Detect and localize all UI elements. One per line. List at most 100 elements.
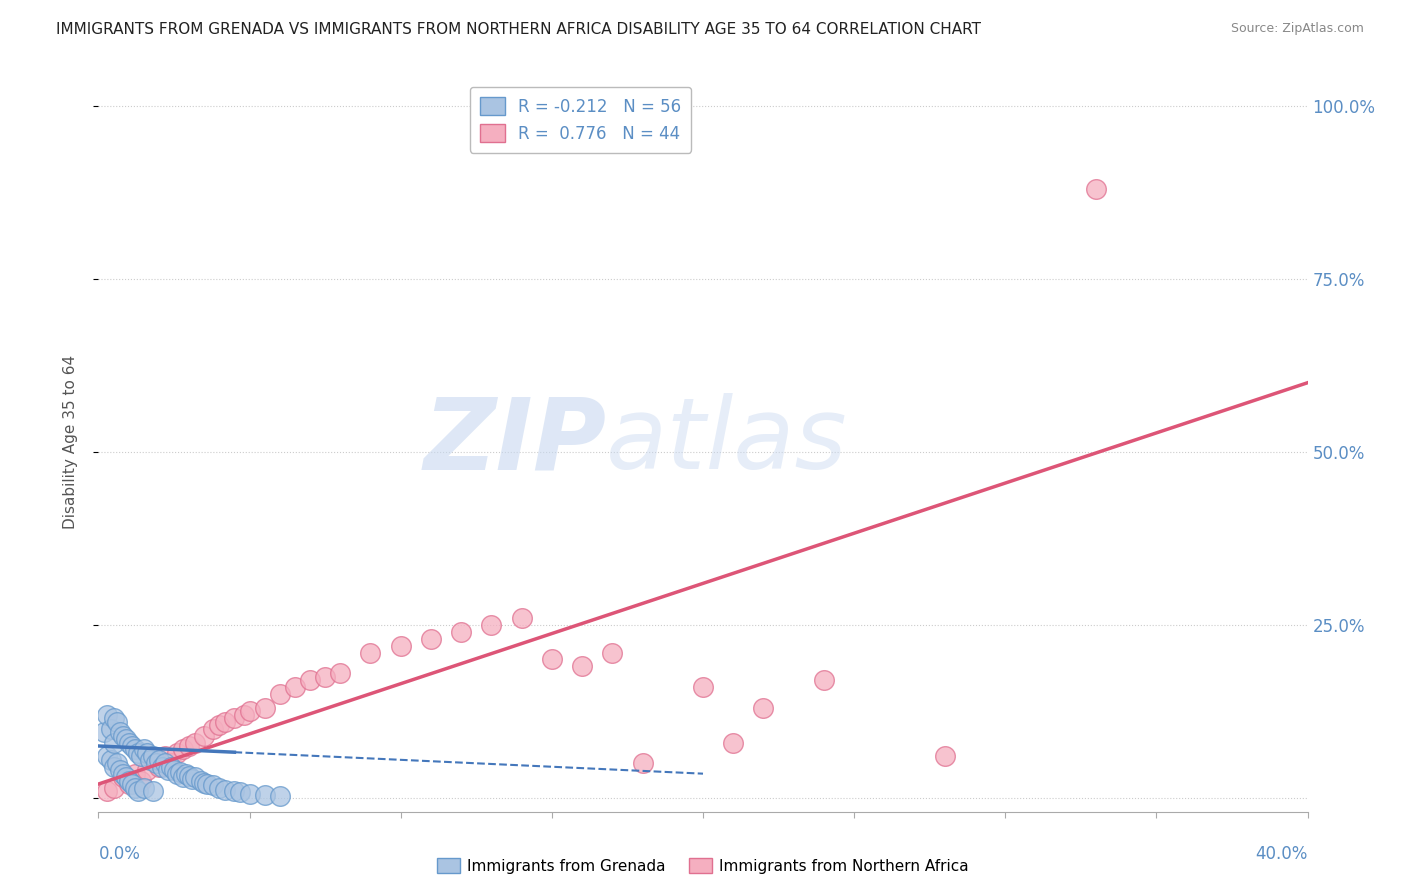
Point <box>103 711 125 725</box>
Y-axis label: Disability Age 35 to 64: Disability Age 35 to 64 <box>63 354 77 529</box>
Point <box>132 780 155 795</box>
Point <box>135 746 157 760</box>
Point <box>253 788 276 802</box>
Point <box>124 766 146 780</box>
Point <box>314 670 336 684</box>
Point <box>190 773 212 788</box>
Point <box>172 742 194 756</box>
Point <box>169 764 191 779</box>
Point <box>692 680 714 694</box>
Text: 40.0%: 40.0% <box>1256 845 1308 863</box>
Point <box>111 770 134 784</box>
Point <box>153 749 176 764</box>
Point <box>269 789 291 804</box>
Point <box>150 760 173 774</box>
Point <box>118 777 141 791</box>
Point <box>184 770 207 784</box>
Point <box>229 785 252 799</box>
Point <box>148 753 170 767</box>
Point <box>127 746 149 760</box>
Point <box>139 753 162 767</box>
Point <box>239 787 262 801</box>
Point <box>214 782 236 797</box>
Point <box>100 722 122 736</box>
Point <box>118 735 141 749</box>
Point <box>114 770 136 784</box>
Point <box>105 756 128 771</box>
Point <box>160 760 183 774</box>
Point <box>631 756 654 771</box>
Point <box>111 766 134 780</box>
Point <box>172 770 194 784</box>
Point <box>723 735 745 749</box>
Point <box>174 766 197 780</box>
Point <box>103 780 125 795</box>
Point <box>389 639 412 653</box>
Point <box>420 632 443 646</box>
Point <box>129 749 152 764</box>
Point <box>100 753 122 767</box>
Point <box>114 732 136 747</box>
Point <box>329 666 352 681</box>
Point <box>540 652 562 666</box>
Legend: R = -0.212   N = 56, R =  0.776   N = 44: R = -0.212 N = 56, R = 0.776 N = 44 <box>470 87 690 153</box>
Point <box>163 763 186 777</box>
Point <box>96 707 118 722</box>
Text: IMMIGRANTS FROM GRENADA VS IMMIGRANTS FROM NORTHERN AFRICA DISABILITY AGE 35 TO : IMMIGRANTS FROM GRENADA VS IMMIGRANTS FR… <box>56 22 981 37</box>
Point <box>179 739 201 753</box>
Point <box>160 756 183 771</box>
Point <box>121 777 143 791</box>
Point <box>129 773 152 788</box>
Point <box>360 646 382 660</box>
Point <box>510 611 533 625</box>
Point <box>108 763 131 777</box>
Point <box>208 718 231 732</box>
Legend: Immigrants from Grenada, Immigrants from Northern Africa: Immigrants from Grenada, Immigrants from… <box>430 852 976 880</box>
Point <box>813 673 835 688</box>
Point <box>103 760 125 774</box>
Point <box>481 618 503 632</box>
Text: ZIP: ZIP <box>423 393 606 490</box>
Point <box>253 701 276 715</box>
Point <box>752 701 775 715</box>
Point <box>142 784 165 798</box>
Point <box>202 779 225 793</box>
Point <box>214 714 236 729</box>
Point <box>179 769 201 783</box>
Point <box>602 646 624 660</box>
Point <box>208 780 231 795</box>
Point <box>195 777 218 791</box>
Point <box>118 773 141 788</box>
Point <box>132 742 155 756</box>
Point <box>127 784 149 798</box>
Point <box>232 707 254 722</box>
Point <box>284 680 307 694</box>
Point <box>193 775 215 789</box>
Point <box>224 711 246 725</box>
Point <box>153 756 176 771</box>
Point <box>145 756 167 771</box>
Point <box>202 722 225 736</box>
Point <box>96 784 118 798</box>
Point <box>239 705 262 719</box>
Text: atlas: atlas <box>606 393 848 490</box>
Point <box>269 687 291 701</box>
Point <box>142 749 165 764</box>
Point <box>96 749 118 764</box>
Point <box>299 673 322 688</box>
Point <box>193 729 215 743</box>
Point <box>135 763 157 777</box>
Text: Source: ZipAtlas.com: Source: ZipAtlas.com <box>1230 22 1364 36</box>
Point <box>934 749 956 764</box>
Point <box>224 784 246 798</box>
Point <box>166 766 188 780</box>
Point <box>450 624 472 639</box>
Point <box>166 746 188 760</box>
Point <box>1085 182 1108 196</box>
Point <box>184 735 207 749</box>
Point <box>124 742 146 756</box>
Point <box>103 735 125 749</box>
Point <box>181 772 204 786</box>
Point <box>156 763 179 777</box>
Point <box>93 725 115 739</box>
